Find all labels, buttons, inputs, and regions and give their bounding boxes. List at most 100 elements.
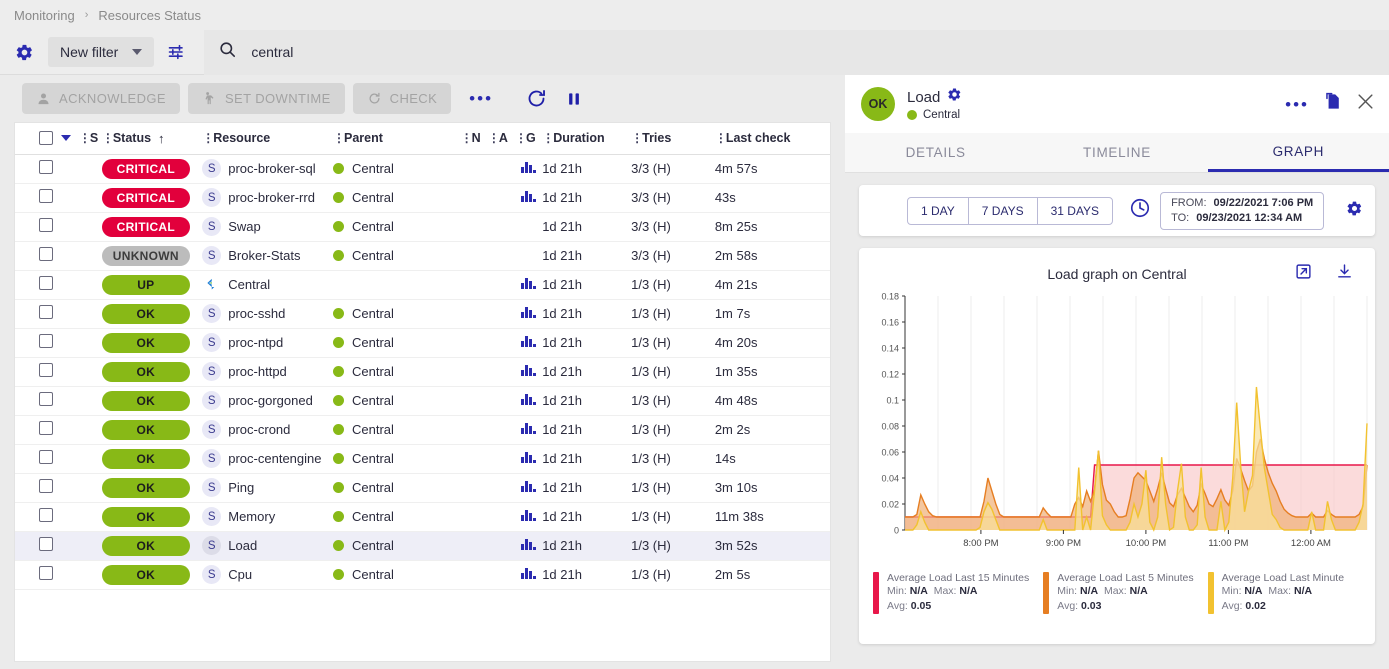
check-button[interactable]: CHECK: [352, 83, 452, 114]
row-checkbox[interactable]: [39, 479, 53, 493]
select-all-header[interactable]: [15, 123, 79, 155]
row-parent-cell[interactable]: Central: [333, 299, 461, 329]
row-checkbox[interactable]: [39, 334, 53, 348]
copy-link-icon[interactable]: [1323, 92, 1342, 116]
row-checkbox[interactable]: [39, 421, 53, 435]
row-g-cell[interactable]: [515, 328, 543, 358]
row-select-cell[interactable]: [15, 386, 79, 416]
row-select-cell[interactable]: [15, 212, 79, 242]
resource-name[interactable]: proc-centengine: [228, 451, 322, 466]
row-checkbox[interactable]: [39, 363, 53, 377]
graph-bars-icon[interactable]: [521, 423, 536, 434]
row-parent-cell[interactable]: Central: [333, 183, 461, 213]
row-select-cell[interactable]: [15, 502, 79, 532]
row-select-cell[interactable]: [15, 154, 79, 184]
filter-sliders-icon[interactable]: [164, 39, 190, 65]
row-select-cell[interactable]: [15, 299, 79, 329]
row-select-cell[interactable]: [15, 328, 79, 358]
drag-grip-icon[interactable]: ⋮: [542, 131, 554, 146]
row-g-cell[interactable]: [515, 386, 543, 416]
resource-name[interactable]: Broker-Stats: [228, 248, 301, 263]
column-tries[interactable]: ⋮ Tries: [631, 123, 715, 155]
range-fields[interactable]: FROM: 09/22/2021 7:06 PM TO: 09/23/2021 12…: [1160, 191, 1325, 230]
row-select-cell[interactable]: [15, 473, 79, 503]
row-g-cell[interactable]: [515, 241, 543, 271]
row-select-cell[interactable]: [15, 270, 79, 300]
resource-name[interactable]: Load: [228, 538, 258, 553]
row-select-cell[interactable]: [15, 241, 79, 271]
row-g-cell[interactable]: [515, 357, 543, 387]
range-to-value[interactable]: 09/23/2021 12:34 AM: [1196, 211, 1303, 224]
load-graph[interactable]: 0 0.02 0.04 0.06 0.08 0.1 0.12 0.14 0.16 0.18 8:00…: [859, 290, 1375, 560]
tab-details[interactable]: DETAILS: [905, 145, 966, 160]
row-parent-cell[interactable]: Central: [333, 560, 461, 590]
drag-grip-icon[interactable]: ⋮: [202, 131, 214, 146]
row-g-cell[interactable]: [515, 299, 543, 329]
row-resource-cell[interactable]: S Memory: [202, 502, 334, 532]
column-last-check[interactable]: ⋮ Last check: [714, 123, 830, 155]
row-checkbox[interactable]: [39, 450, 53, 464]
row-resource-cell[interactable]: Central: [202, 270, 334, 300]
legend-item[interactable]: Average Load Last 15 Minutes Min: N/A Ma…: [873, 572, 1029, 614]
row-parent-cell[interactable]: Central: [333, 357, 461, 387]
table-row[interactable]: UP Central 1d 21h 1/3 (H) 4m 21s: [15, 270, 830, 300]
row-checkbox[interactable]: [39, 276, 53, 290]
table-row[interactable]: OK S Ping Central 1d 21h 1/3 (H) 3m 10s: [15, 473, 830, 503]
column-duration[interactable]: ⋮ Duration: [542, 123, 632, 155]
column-resource[interactable]: ⋮ Resource: [202, 123, 334, 155]
drag-grip-icon[interactable]: ⋮: [460, 131, 473, 146]
column-parent[interactable]: ⋮ Parent: [333, 123, 461, 155]
download-icon[interactable]: [1336, 263, 1353, 285]
column-g[interactable]: ⋮ G: [515, 123, 543, 155]
resource-name[interactable]: Memory: [228, 509, 276, 524]
resource-name[interactable]: Cpu: [228, 567, 253, 582]
row-resource-cell[interactable]: S Broker-Stats: [202, 241, 334, 271]
graph-bars-icon[interactable]: [521, 278, 536, 289]
row-g-cell[interactable]: [515, 473, 543, 503]
row-select-cell[interactable]: [15, 415, 79, 445]
more-actions-button[interactable]: •••: [469, 89, 494, 108]
search-input[interactable]: [251, 44, 1389, 60]
row-checkbox[interactable]: [39, 189, 53, 203]
row-g-cell[interactable]: [515, 502, 543, 532]
legend-item[interactable]: Average Load Last 5 Minutes Min: N/A Max…: [1043, 572, 1194, 614]
clock-icon[interactable]: [1129, 197, 1151, 224]
resource-name[interactable]: proc-ntpd: [228, 335, 284, 350]
table-row[interactable]: OK S Cpu Central 1d 21h 1/3 (H) 2m 5s: [15, 560, 830, 590]
acknowledge-button[interactable]: ACKNOWLEDGE: [22, 83, 180, 114]
search-bar[interactable]: [204, 29, 1389, 75]
graph-bars-icon[interactable]: [521, 365, 536, 376]
row-parent-cell[interactable]: Central: [333, 212, 461, 242]
chevron-down-icon[interactable]: [61, 135, 71, 142]
column-n[interactable]: ⋮ N: [460, 123, 488, 155]
breadcrumb-root[interactable]: Monitoring: [14, 7, 75, 23]
drag-grip-icon[interactable]: ⋮: [78, 131, 91, 146]
row-checkbox[interactable]: [39, 537, 53, 551]
row-g-cell[interactable]: [515, 270, 543, 300]
resource-name[interactable]: proc-httpd: [228, 364, 287, 379]
gear-icon[interactable]: [10, 38, 38, 66]
graph-bars-icon[interactable]: [521, 336, 536, 347]
row-checkbox[interactable]: [39, 160, 53, 174]
row-parent-cell[interactable]: Central: [333, 328, 461, 358]
drag-grip-icon[interactable]: ⋮: [631, 131, 643, 146]
row-select-cell[interactable]: [15, 183, 79, 213]
drag-grip-icon[interactable]: ⋮: [515, 131, 527, 146]
graph-bars-icon[interactable]: [521, 510, 536, 521]
resource-name[interactable]: Ping: [228, 480, 255, 495]
row-checkbox[interactable]: [39, 218, 53, 232]
row-parent-cell[interactable]: Central: [333, 241, 461, 271]
resource-name[interactable]: Swap: [228, 219, 261, 234]
table-row[interactable]: OK S Load Central 1d 21h 1/3 (H) 3m 52s: [15, 531, 830, 561]
